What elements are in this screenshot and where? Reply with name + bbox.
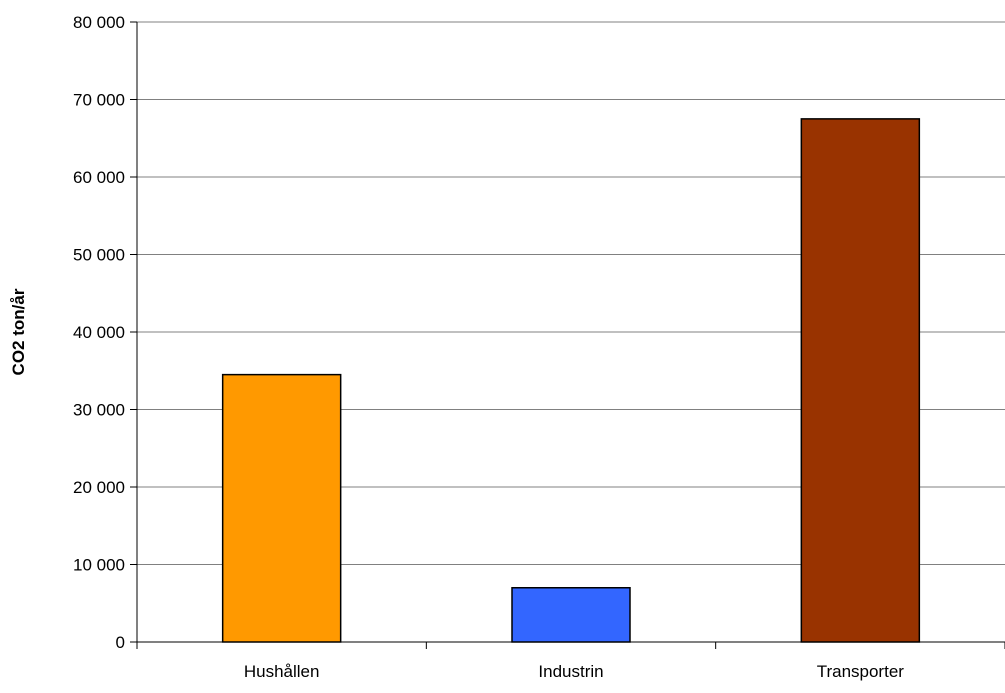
y-axis-title: CO2 ton/år: [9, 288, 28, 375]
y-tick-label: 10 000: [73, 556, 125, 575]
bar-industrin: [511, 587, 631, 643]
y-tick-label: 60 000: [73, 168, 125, 187]
x-tick-label: Hushållen: [244, 662, 320, 681]
x-tick-labels: Hushållen Industrin Transporter: [244, 662, 904, 681]
y-tick-label: 50 000: [73, 246, 125, 265]
x-tick-label: Industrin: [538, 662, 603, 681]
y-tick-label: 70 000: [73, 91, 125, 110]
y-tick-labels: 0 10 000 20 000 30 000 40 000 50 000 60 000 70 …: [73, 13, 125, 652]
y-tick-label: 80 000: [73, 13, 125, 32]
y-tick-label: 30 000: [73, 401, 125, 420]
y-tick-label: 40 000: [73, 323, 125, 342]
bars: [221, 118, 921, 643]
x-tick-label: Transporter: [817, 662, 905, 681]
axes: [130, 21, 1005, 649]
y-tick-label: 0: [116, 633, 125, 652]
bar-hushållen: [221, 373, 342, 643]
y-tick-label: 20 000: [73, 478, 125, 497]
bar-transporter: [800, 118, 921, 643]
